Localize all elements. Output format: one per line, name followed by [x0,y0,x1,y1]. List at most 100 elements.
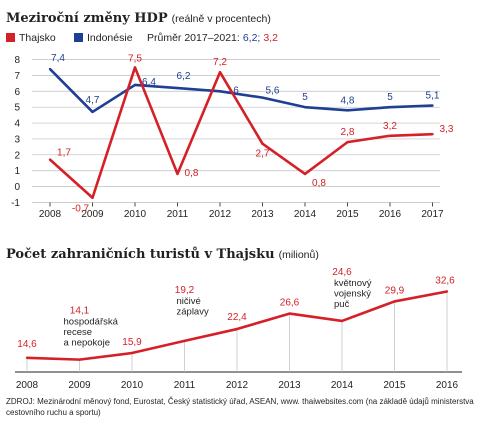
gdp-chart: -1 0 1 2 3 4 5 6 7 8 2008 2009 2010 2011 2012 2013 2014 2… [11,53,454,220]
tourists-chart: 2008 2009 2010 2011 2012 2013 2014 2015 2016 14,6… [15,267,462,391]
gdp-x-tick-label: 2013 [251,209,274,220]
tourists-annotation-line: recese [64,327,93,338]
gdp-data-label: 5,1 [426,91,440,102]
gdp-data-point [218,71,222,74]
gdp-x-tick-label: 2008 [39,209,62,220]
gdp-data-label: 6 [233,85,239,96]
gdp-data-point [303,105,307,109]
gdp-data-label: 1,7 [57,148,71,159]
gdp-data-label: 3,3 [440,124,454,135]
source-line-2: cestovního ruchu a sportu) [6,408,101,417]
gdp-y-tick-label: 6 [14,87,20,98]
gdp-data-point [388,134,392,137]
gdp-data-point [261,96,264,99]
gdp-data-point [261,142,264,145]
gdp-x-tick-label: 2009 [81,209,104,220]
legend-average-thajsko: 3,2 [263,32,278,44]
gdp-chart-title: Meziroční změny HDP (reálně v procentech) [6,11,271,26]
tourists-data-point [288,312,291,315]
gdp-legend: Thajsko Indonésie Průměr 2017–2021: 6,2; 3… [6,32,278,44]
gdp-x-tick-label: 2012 [209,209,232,220]
gdp-series-line-indonesie [49,68,433,114]
tourists-x-tick-label: 2016 [436,380,459,391]
gdp-data-label: 4,8 [341,95,355,106]
tourists-annotation-line: puč [334,299,350,310]
gdp-x-tick-label: 2010 [124,209,147,220]
legend-label-indonesie: Indonésie [87,32,133,44]
tourists-annotation-line: květnový [334,278,372,289]
gdp-data-point [218,90,222,93]
gdp-y-tick-label: 2 [14,150,20,161]
gdp-data-point [133,83,137,87]
legend-average-indonesie: 6,2; [243,32,261,44]
tourists-x-tick-label: 2015 [383,380,406,391]
tourists-data-label: 29,9 [385,285,405,296]
gdp-y-tick-label: 5 [14,103,20,114]
gdp-y-tick-label: 0 [14,182,20,193]
tourists-data-label: 22,4 [227,312,247,323]
gdp-data-label: 7,5 [128,53,142,64]
gdp-y-tick-label: -1 [11,198,20,209]
gdp-data-point [91,110,94,114]
gdp-data-label: 5 [302,92,308,103]
tourists-data-label: 14,1 [70,306,90,317]
tourists-x-tick-label: 2014 [331,380,354,391]
gdp-data-label: 3,2 [383,121,397,132]
tourists-x-tick-label: 2009 [68,380,91,391]
gdp-data-label: 6,4 [142,77,156,88]
tourists-data-point [183,339,186,343]
gdp-x-tick-label: 2017 [421,209,444,220]
tourists-x-tick-label: 2012 [226,380,249,391]
tourists-annotation-line: a nepokoje [64,338,110,349]
legend-swatch-thajsko [6,33,15,42]
gdp-y-tick-label: 8 [14,55,20,66]
gdp-data-point [346,140,349,144]
gdp-data-point [133,66,137,69]
gdp-data-label: 6,2 [177,71,191,82]
gdp-data-point [48,158,52,161]
gdp-data-point [91,196,94,199]
gdp-data-point [176,172,179,176]
tourists-annotation-line: hospodářská [64,317,119,328]
gdp-x-tick-label: 2015 [336,209,359,220]
gdp-data-point [388,105,392,109]
tourists-data-point [78,358,81,361]
gdp-x-tick-label: 2011 [167,209,189,220]
source-line-1: ZDROJ: Mezinárodní měnový fond, Eurostat… [6,397,474,406]
gdp-data-label: 7,4 [51,53,65,64]
tourists-data-label: 26,6 [280,298,300,309]
tourists-data-point [130,351,134,355]
gdp-data-point [303,172,307,176]
tourists-data-label: 32,6 [435,275,455,286]
tourists-x-tick-label: 2010 [121,380,144,391]
gdp-data-point [431,132,434,136]
tourists-chart-title: Počet zahraničních turistů v Thajsku (mil… [6,247,319,262]
gdp-data-point [48,67,52,71]
tourists-data-point [445,290,449,293]
gdp-data-point [431,104,434,107]
gdp-y-tick-label: 3 [14,134,20,145]
gdp-data-label: 0,8 [185,168,199,179]
tourists-annotation-line: ničivé [177,296,201,307]
gdp-y-tick-label: 1 [14,166,20,177]
gdp-x-tick-label: 2016 [379,209,402,220]
gdp-data-label: 0,8 [312,178,326,189]
gdp-data-label: 5,6 [266,86,280,97]
tourists-data-label: 15,9 [122,337,142,348]
gdp-x-tick-label: 2014 [294,209,317,220]
tourists-data-label: 14,6 [17,339,37,350]
gdp-y-tick-label: 7 [14,71,20,82]
gdp-data-label: 7,2 [213,57,227,68]
gdp-data-label: 2,7 [256,149,270,160]
gdp-data-label: 5 [387,92,393,103]
tourists-data-label: 24,6 [332,267,352,278]
gdp-series-line-thajsko [49,66,433,200]
legend-swatch-indonesie [74,33,83,42]
tourists-x-tick-label: 2011 [174,380,196,391]
gdp-y-tick-label: 4 [14,119,20,130]
gdp-data-label: -0,7 [72,204,90,215]
tourists-annotation-line: záplavy [177,306,209,317]
gdp-data-point [346,109,349,112]
